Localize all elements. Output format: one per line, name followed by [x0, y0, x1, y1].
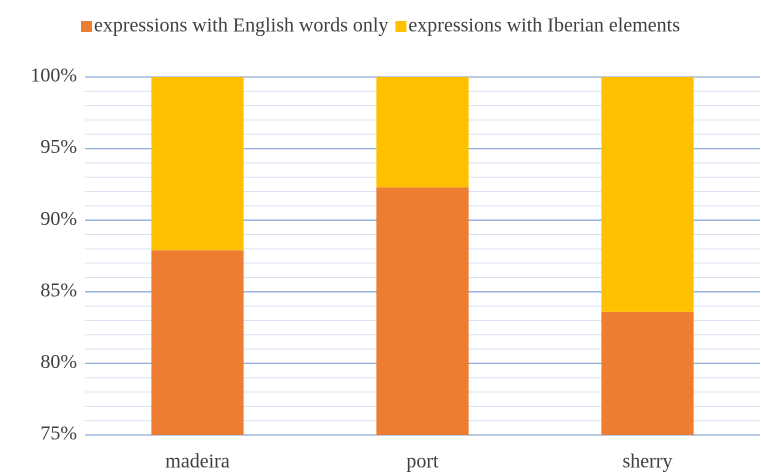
x-tick-label: madeira — [165, 451, 230, 473]
bar-segment — [376, 187, 469, 435]
bar-segment — [376, 77, 469, 188]
legend-label: expressions with English words only — [94, 15, 388, 37]
y-tick-label: 95% — [40, 136, 77, 158]
y-tick-label: 80% — [40, 351, 77, 373]
legend-label: expressions with Iberian elements — [408, 15, 680, 37]
labels: 75% 80% 85% 90% 95% 100% madeira port sherry — [30, 65, 672, 473]
legend-swatch — [395, 21, 407, 32]
y-tick-label: 85% — [40, 279, 77, 301]
bars — [151, 77, 694, 435]
y-tick-label: 100% — [30, 65, 77, 87]
y-tick-label: 90% — [40, 208, 77, 230]
x-tick-label: sherry — [623, 451, 673, 473]
y-tick-label: 75% — [40, 423, 77, 445]
x-tick-label: port — [406, 451, 439, 473]
bar-segment — [151, 250, 244, 435]
legend: expressions with English words only expre… — [80, 15, 680, 37]
bar-segment — [601, 77, 694, 312]
legend-swatch — [80, 21, 92, 32]
bar-segment — [601, 311, 694, 435]
bar-segment — [151, 77, 244, 251]
